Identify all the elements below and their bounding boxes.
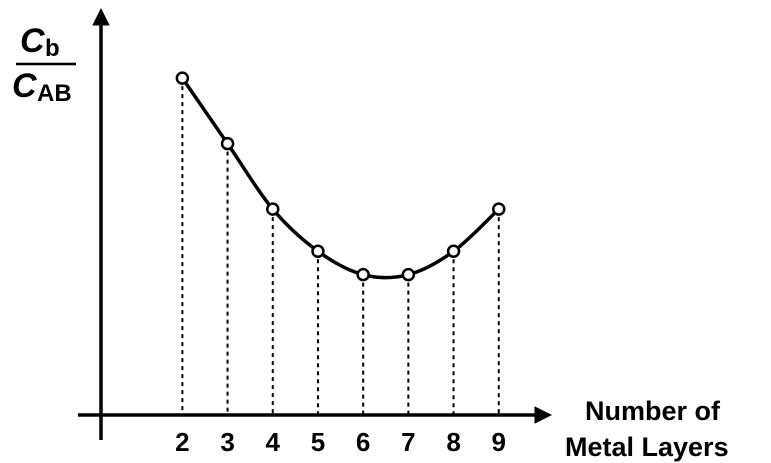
drop-lines	[181, 78, 500, 415]
data-point	[311, 244, 325, 258]
data-point	[220, 136, 235, 151]
y-axis-label: C b C AB	[12, 22, 76, 107]
x-axis-label-line-1: Number of	[585, 396, 721, 426]
data-point	[446, 244, 461, 258]
x-tick-label: 6	[356, 427, 370, 457]
x-tick-label: 9	[492, 427, 506, 457]
x-tick-label: 8	[446, 427, 460, 457]
data-point	[175, 71, 190, 85]
y-label-numerator-main: C	[20, 22, 45, 60]
x-tick-label: 4	[266, 427, 281, 457]
data-point	[401, 267, 416, 282]
y-label-denominator-sub: AB	[37, 80, 72, 107]
y-label-numerator-sub: b	[45, 35, 60, 62]
data-point	[356, 267, 370, 282]
x-tick-label: 5	[311, 427, 325, 457]
y-label-denominator-main: C	[12, 67, 37, 105]
x-axis-label-line-2: Metal Layers	[565, 432, 729, 462]
data-points	[175, 71, 506, 282]
x-tick-label: 3	[220, 427, 234, 457]
x-tick-label: 2	[175, 427, 189, 457]
data-point	[266, 202, 280, 216]
x-tick-label: 7	[401, 427, 415, 457]
data-point	[492, 202, 506, 216]
